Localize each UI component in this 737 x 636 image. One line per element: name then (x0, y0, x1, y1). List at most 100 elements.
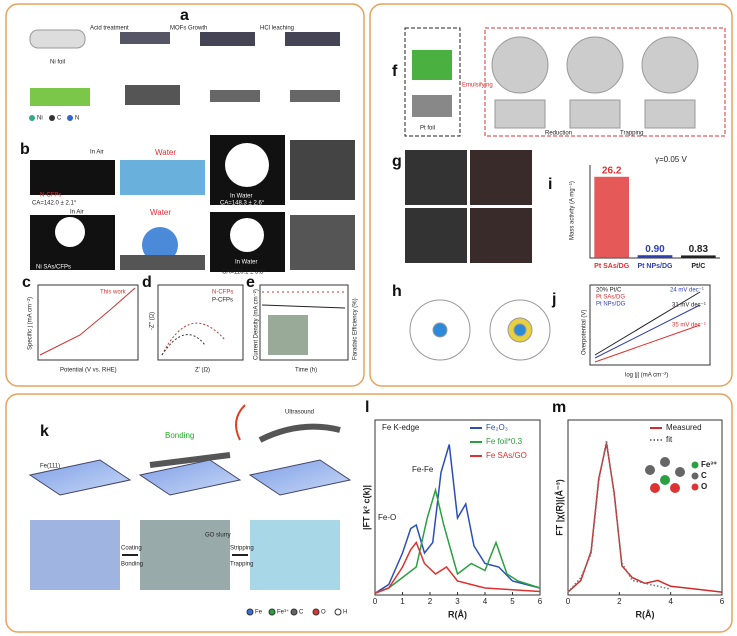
series-line (567, 443, 723, 593)
chart-title: Fe K-edge (382, 423, 420, 432)
illustration (268, 315, 308, 355)
x-tick-label: 2 (428, 597, 433, 606)
panel-box (369, 3, 733, 387)
axes (259, 284, 349, 361)
illustration (161, 334, 206, 356)
axes (567, 419, 723, 596)
legend-dot (312, 608, 320, 616)
panel-label: b (20, 141, 30, 158)
axes (589, 165, 720, 259)
panel-label: h (392, 283, 402, 300)
legend-label: Fe (255, 610, 263, 616)
legend-label: N (75, 116, 79, 122)
label: Ni SAs/CFPs (212, 208, 247, 214)
label: This work (100, 290, 127, 296)
legend-label: Fe SAs/GO (486, 451, 527, 460)
legend-label: C (299, 610, 304, 616)
illustration (670, 483, 680, 493)
label: Coating (121, 546, 142, 552)
legend-dot (691, 461, 699, 469)
value-label: 0.83 (689, 244, 709, 255)
illustration (30, 135, 355, 272)
x-tick-label: 3 (455, 597, 460, 606)
annotation: Fe-O (378, 513, 396, 522)
axes (157, 284, 244, 361)
x-tick-label: 6 (538, 597, 543, 606)
legend-label: Pt SAs/DG (596, 295, 625, 301)
panel-label: c (22, 274, 31, 291)
legend-label: Fe³⁺ (701, 460, 717, 469)
panel-label: l (365, 399, 369, 416)
label: Bonding (121, 562, 143, 568)
series-line (567, 440, 671, 593)
label: Fe(111) (40, 464, 60, 470)
illustration (29, 29, 340, 106)
axis-label: |FT k² c(k)| (361, 485, 371, 530)
illustration (650, 483, 660, 493)
legend-label: 20% Pt/C (596, 288, 622, 294)
axis-label: Potential (V vs. RHE) (60, 368, 117, 374)
illustration (405, 150, 532, 263)
legend-label: Fe³⁺ (277, 609, 289, 616)
illustration (594, 324, 701, 363)
axis-label: R(Å) (448, 609, 467, 619)
annotation: 35 mV dec⁻¹ (672, 323, 706, 329)
panel-label: a (180, 7, 189, 24)
legend-label: C (57, 116, 62, 122)
illustration (39, 287, 136, 356)
illustration (161, 322, 226, 356)
axis-label: Time (h) (295, 368, 317, 374)
axes (589, 284, 711, 366)
legend-label: P-CFPs (212, 298, 233, 304)
legend-dot (268, 608, 276, 616)
legend-label: Measured (666, 423, 702, 432)
legend-label: Fe₂O₃ (486, 423, 508, 432)
illustration (412, 50, 452, 80)
panel-label: m (552, 399, 566, 416)
label: Water (150, 208, 171, 217)
label: Ni foil (50, 60, 65, 66)
label: In Air (70, 210, 84, 216)
panel-label: i (548, 176, 552, 193)
annotation: Fe-Fe (412, 465, 434, 474)
category-label: Pt NPs/DG (637, 263, 673, 270)
value-label: 0.90 (645, 244, 665, 255)
axis-label: -Z'' (Ω) (150, 312, 156, 330)
label: CA=142.0 ± 2.1° (32, 201, 77, 207)
bar (594, 176, 629, 258)
legend-dot (691, 472, 699, 480)
panel-label: e (246, 274, 255, 291)
illustration (645, 465, 655, 475)
legend-label: Ni (37, 116, 43, 122)
label: Stripping (230, 546, 254, 552)
illustration (660, 475, 670, 485)
legend-label: C (701, 471, 707, 480)
illustration (261, 304, 346, 309)
legend-label: O (321, 610, 326, 616)
x-tick-label: 1 (400, 597, 405, 606)
legend-dot (290, 608, 298, 616)
legend-label: O (701, 482, 707, 491)
panel-label: j (551, 291, 556, 308)
label: HCl leaching (260, 26, 294, 32)
panel-label: g (392, 153, 402, 170)
label: In Air (90, 150, 104, 156)
legend-label: Fe foil*0.3 (486, 437, 523, 446)
annotation: γ=0.05 V (655, 155, 687, 164)
panel-label: k (40, 423, 49, 440)
label: Emulsifying (462, 83, 493, 89)
annotation: 24 mV dec⁻¹ (670, 288, 704, 294)
legend-dot (29, 115, 35, 121)
illustration (594, 304, 701, 359)
label: Ni SAs/CFPs (36, 265, 71, 271)
bar (637, 255, 673, 258)
series-line (374, 444, 541, 594)
legend-dot (691, 483, 699, 491)
label: Pt foil (420, 126, 435, 132)
illustration (412, 95, 452, 117)
axis-label: Faradaic Efficiency (%) (353, 298, 359, 360)
x-tick-label: 0 (373, 597, 378, 606)
label: In Water (235, 260, 257, 266)
value-label: 26.2 (602, 165, 622, 176)
